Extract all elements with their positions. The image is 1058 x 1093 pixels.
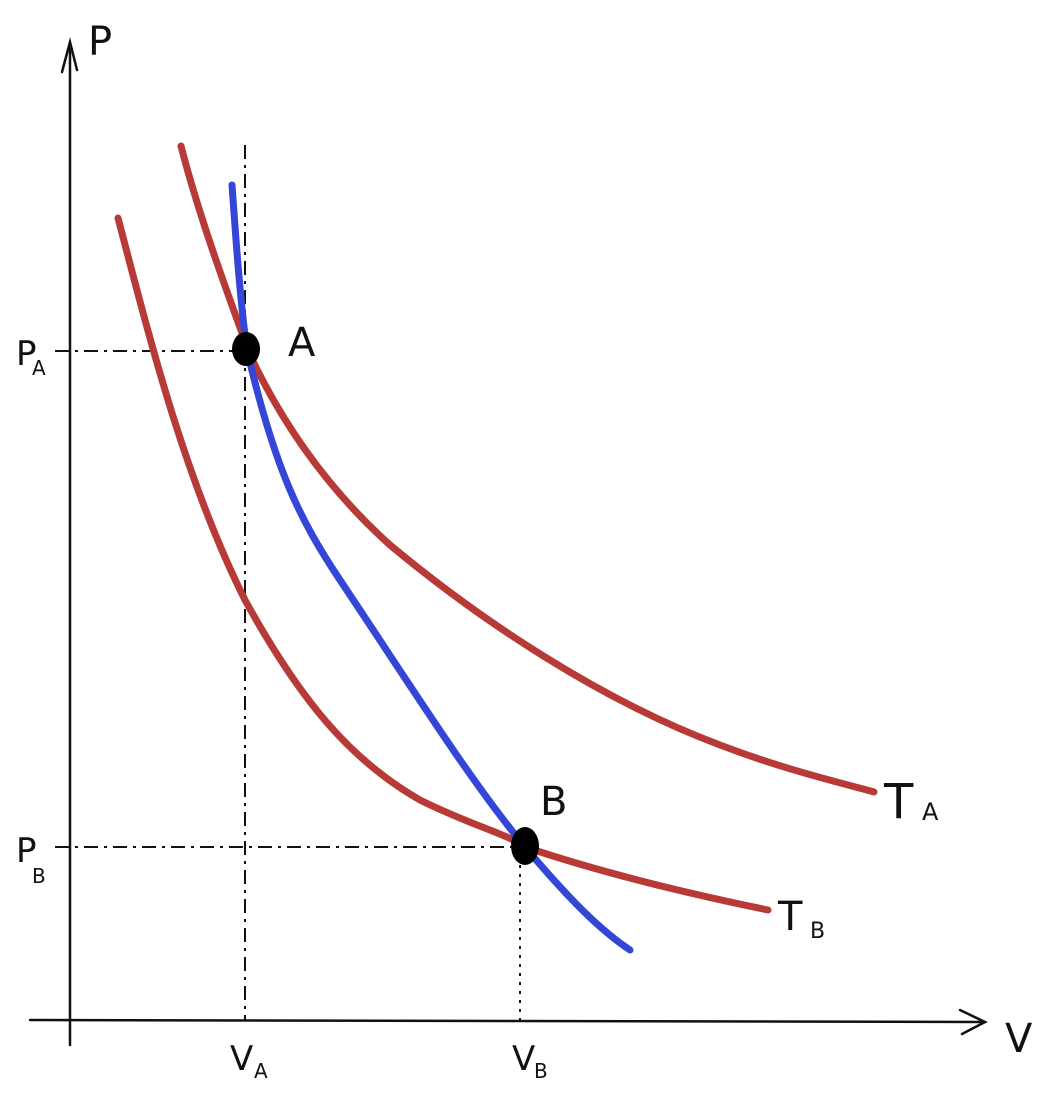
isotherm-tb-label: T B <box>777 894 825 944</box>
y-axis-arrow <box>60 37 79 74</box>
point-b-label: B <box>540 779 567 825</box>
va-tick-label-sub: A <box>254 1059 268 1083</box>
pb-tick-label-main: P <box>16 831 37 871</box>
pb-tick-label-sub: B <box>32 864 46 888</box>
vb-tick-label: V B <box>512 1039 548 1083</box>
y-axis-label: P <box>88 19 112 65</box>
va-tick-label-main: V <box>230 1039 253 1079</box>
va-tick-label: V A <box>230 1039 268 1083</box>
point-b-marker <box>511 827 539 865</box>
pa-tick-label-main: P <box>16 334 37 374</box>
isotherm-tb-label-sub: B <box>810 919 825 944</box>
isotherm-tb <box>114 214 772 914</box>
isotherm-tb-label-main: T <box>777 894 803 940</box>
adiabat-curve <box>228 181 634 954</box>
isotherm-ta-label: T A <box>883 774 939 830</box>
vb-tick-label-sub: B <box>534 1059 548 1083</box>
vb-tick-label-main: V <box>512 1039 535 1079</box>
point-a-label: A <box>288 320 316 366</box>
isotherm-ta-label-main: T <box>883 774 914 830</box>
isotherm-ta <box>177 142 878 796</box>
x-axis <box>28 1018 987 1024</box>
pa-tick-label-sub: A <box>32 356 46 380</box>
x-axis-arrow <box>958 1008 988 1036</box>
pb-tick-label: P B <box>16 831 46 888</box>
pa-tick-label: P A <box>16 334 46 380</box>
point-a-marker <box>232 332 260 366</box>
x-axis-label: V <box>1005 1016 1033 1062</box>
isotherm-ta-label-sub: A <box>922 798 939 826</box>
